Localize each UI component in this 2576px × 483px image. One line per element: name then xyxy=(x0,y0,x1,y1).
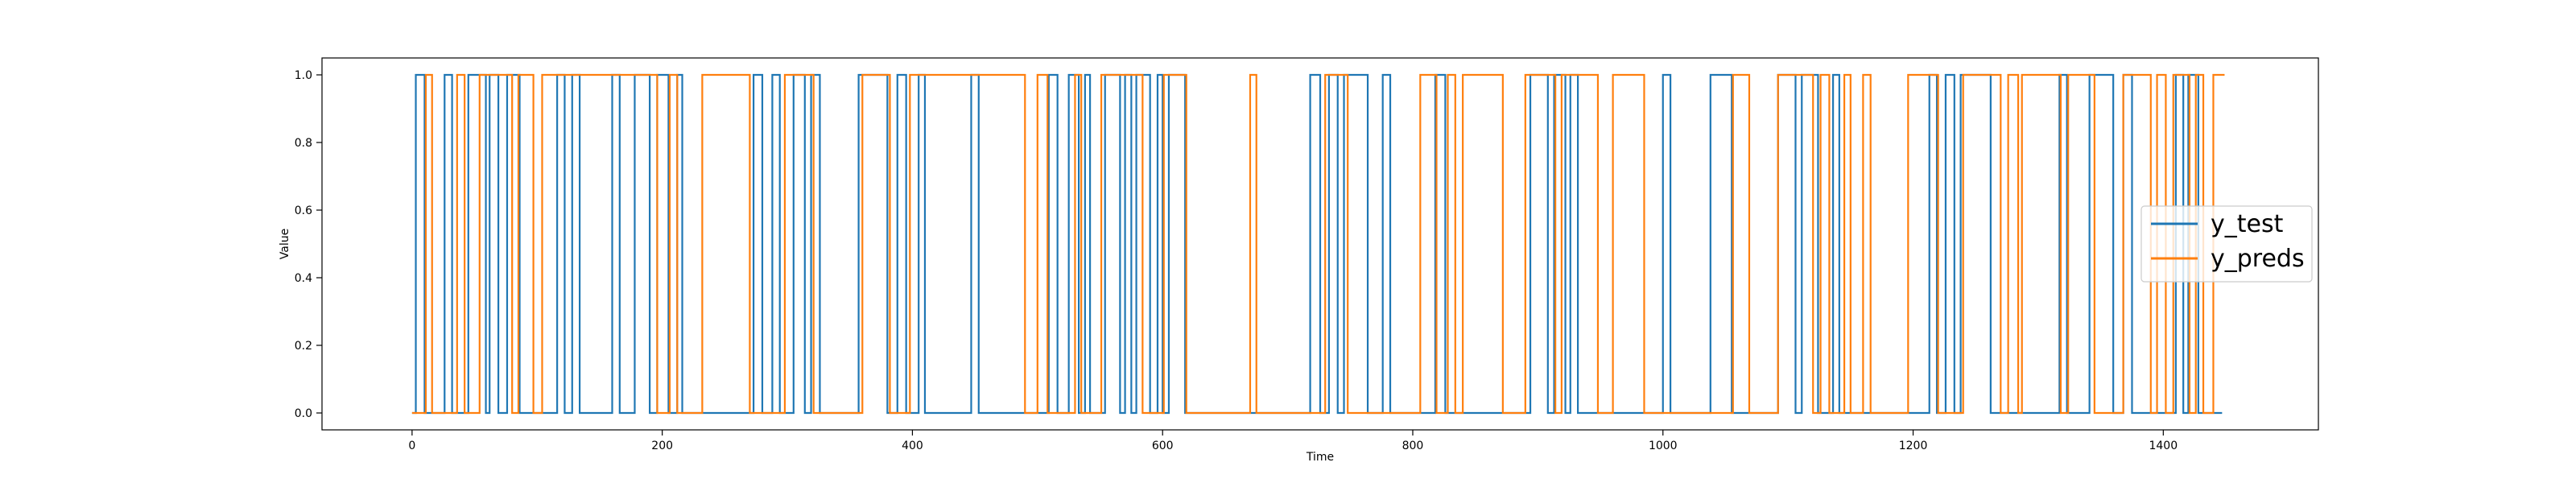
x-tick-label: 1200 xyxy=(1899,440,1928,452)
series-layer xyxy=(411,73,2225,415)
x-tick-label: 600 xyxy=(1152,440,1174,452)
y-tick-label: 0.2 xyxy=(295,340,312,353)
y-axis-label: Value xyxy=(279,229,291,259)
y-axis: 0.0 0.2 0.4 0.6 0.8 1.0 xyxy=(295,69,322,420)
x-axis-label: Time xyxy=(1306,451,1334,464)
x-tick-label: 400 xyxy=(902,440,923,452)
y-tick-label: 0.8 xyxy=(295,137,312,150)
x-axis: 0 200 400 600 800 1000 1200 1400 xyxy=(408,430,2178,452)
series-line-y-preds xyxy=(411,73,2225,415)
x-tick-label: 800 xyxy=(1402,440,1424,452)
y-tick-label: 1.0 xyxy=(295,69,312,82)
legend: y_test y_preds xyxy=(2140,205,2313,283)
plot-frame xyxy=(321,57,2319,431)
y-tick-label: 0.0 xyxy=(295,407,312,420)
x-tick-label: 200 xyxy=(651,440,673,452)
legend-label-y-test: y_test xyxy=(2211,210,2284,238)
legend-label-y-preds: y_preds xyxy=(2211,245,2305,273)
y-tick-label: 0.6 xyxy=(295,204,312,217)
x-tick-label: 1000 xyxy=(1649,440,1678,452)
x-tick-label: 1400 xyxy=(2149,440,2178,452)
x-tick-label: 0 xyxy=(408,440,415,452)
y-tick-label: 0.4 xyxy=(295,272,312,285)
